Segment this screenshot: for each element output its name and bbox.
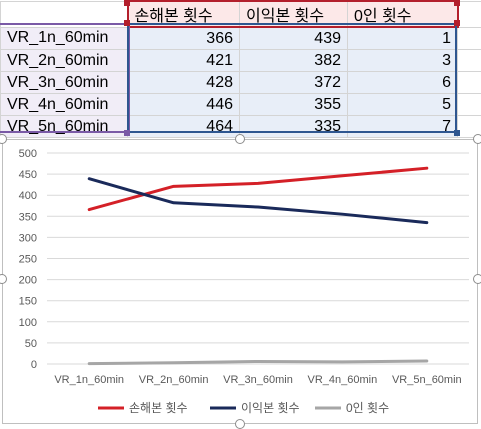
row-label-cell[interactable]: VR_4n_60min <box>1 94 128 116</box>
loss-count-cell[interactable]: 421 <box>128 50 240 72</box>
y-tick-label: 450 <box>19 169 37 181</box>
y-tick-label: 400 <box>19 190 37 202</box>
zero-count-cell[interactable]: 3 <box>348 50 458 72</box>
table-row: VR_1n_60min 366 439 1 <box>1 27 481 50</box>
chart-resize-handle-top-right[interactable] <box>473 134 481 144</box>
zero-count-cell[interactable]: 6 <box>348 72 458 94</box>
zero-count-cell[interactable]: 1 <box>348 27 458 50</box>
x-tick-label: VR_2n_60min <box>139 374 209 386</box>
spreadsheet-grid: 손해본 횟수 이익본 횟수 0인 횟수 VR_1n_60min 366 439 … <box>0 0 481 138</box>
profit-count-cell[interactable]: 382 <box>240 50 348 72</box>
y-tick-label: 300 <box>19 232 37 244</box>
zero-count-cell[interactable]: 5 <box>348 94 458 116</box>
profit-count-cell[interactable]: 355 <box>240 94 348 116</box>
empty-cell[interactable] <box>458 50 481 72</box>
y-tick-label: 150 <box>19 296 37 308</box>
chart-area[interactable]: 0 50 100 150 200 250 300 350 400 450 500 VR_1n_60mi… <box>2 139 478 424</box>
series-line-2 <box>89 361 427 364</box>
profit-count-cell[interactable]: 372 <box>240 72 348 94</box>
header-range-handle[interactable] <box>124 20 130 26</box>
table-row: VR_4n_60min 446 355 5 <box>1 94 481 116</box>
header-row: 손해본 횟수 이익본 횟수 0인 횟수 <box>1 1 481 27</box>
x-tick-label: VR_3n_60min <box>223 374 293 386</box>
y-tick-label: 250 <box>19 254 37 266</box>
empty-cell[interactable] <box>458 27 481 50</box>
header-cell-profit-count[interactable]: 이익본 횟수 <box>240 1 348 27</box>
row-label-cell[interactable]: VR_3n_60min <box>1 72 128 94</box>
header-range-handle[interactable] <box>454 20 460 26</box>
chart-resize-handle-top[interactable] <box>235 134 245 144</box>
y-tick-label: 500 <box>19 148 37 160</box>
empty-cell[interactable] <box>458 72 481 94</box>
x-tick-label: VR_4n_60min <box>308 374 378 386</box>
header-cell-zero-count[interactable]: 0인 횟수 <box>348 1 458 27</box>
loss-count-cell[interactable]: 366 <box>128 27 240 50</box>
line-chart: 0 50 100 150 200 250 300 350 400 450 500 VR_1n_60mi… <box>3 140 479 425</box>
header-range-handle[interactable] <box>454 0 460 6</box>
y-tick-label: 0 <box>31 359 37 371</box>
profit-count-cell[interactable]: 439 <box>240 27 348 50</box>
row-label-cell[interactable]: VR_1n_60min <box>1 27 128 50</box>
zero-count-cell[interactable]: 7 <box>348 116 458 138</box>
legend-label: 이익본 횟수 <box>241 401 300 415</box>
row-label-cell[interactable]: VR_2n_60min <box>1 50 128 72</box>
y-tick-label: 200 <box>19 275 37 287</box>
table-row: VR_3n_60min 428 372 6 <box>1 72 481 94</box>
y-tick-label: 100 <box>19 317 37 329</box>
header-cell-extra[interactable] <box>458 1 481 27</box>
legend-label: 손해본 횟수 <box>129 401 188 415</box>
header-cell-empty[interactable] <box>1 1 128 27</box>
y-tick-label: 350 <box>19 211 37 223</box>
header-cell-loss-count[interactable]: 손해본 횟수 <box>128 1 240 27</box>
chart-resize-handle-bottom[interactable] <box>235 419 245 429</box>
row-label-cell[interactable]: VR_5n_60min <box>1 116 128 138</box>
chart-resize-handle-right[interactable] <box>473 274 481 284</box>
profit-count-cell[interactable]: 335 <box>240 116 348 138</box>
legend-label: 0인 횟수 <box>346 401 389 415</box>
value-range-handle[interactable] <box>454 130 460 136</box>
loss-count-cell[interactable]: 428 <box>128 72 240 94</box>
loss-count-cell[interactable]: 464 <box>128 116 240 138</box>
label-range-handle[interactable] <box>124 130 130 136</box>
table-row: VR_2n_60min 421 382 3 <box>1 50 481 72</box>
x-tick-label: VR_1n_60min <box>54 374 124 386</box>
empty-cell[interactable] <box>458 94 481 116</box>
x-tick-label: VR_5n_60min <box>392 374 462 386</box>
y-tick-label: 50 <box>25 338 37 350</box>
loss-count-cell[interactable]: 446 <box>128 94 240 116</box>
header-range-handle[interactable] <box>124 0 130 6</box>
